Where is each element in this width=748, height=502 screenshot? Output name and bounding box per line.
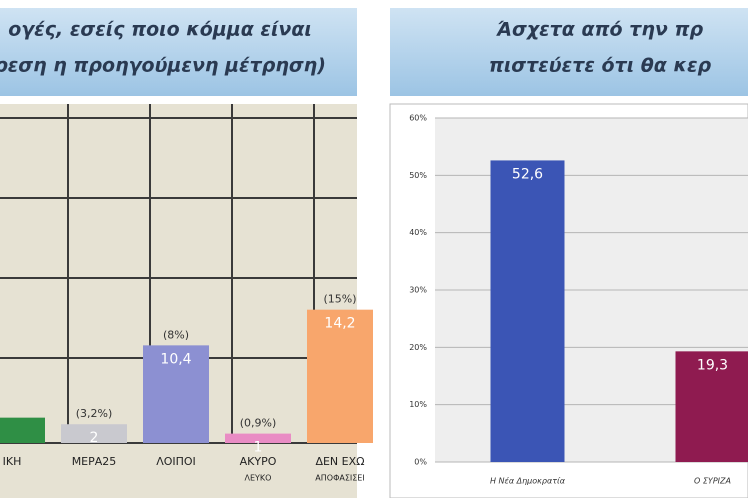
previous-label: (0,9%) <box>240 417 277 430</box>
bar <box>491 160 565 462</box>
value-label: 2 <box>90 430 99 446</box>
previous-label: (8%) <box>163 328 189 341</box>
bar <box>0 418 45 443</box>
previous-label: (3,2%) <box>76 407 113 420</box>
y-tick-label: 20% <box>409 343 427 352</box>
x-tick-label: ΔΕΝ ΕΧΩ <box>315 455 364 468</box>
x-tick-label: Η Νέα Δημοκρατία <box>490 476 566 486</box>
chart-title: πιστεύετε ότι θα κερ <box>489 55 712 77</box>
y-tick-label: 60% <box>409 114 427 123</box>
chart-title: ογές, εσείς ποιο κόμμα είναι <box>8 19 312 41</box>
x-tick-label: ΑΚΥΡΟ <box>240 455 277 468</box>
x-tick-label: Ο ΣΥΡΙΖΑ <box>694 477 731 486</box>
y-tick-label: 30% <box>409 286 427 295</box>
value-label: 14,2 <box>324 316 355 332</box>
y-tick-label: 0% <box>414 458 427 467</box>
x-tick-label: ΜΕΡΑ25 <box>72 455 117 468</box>
x-tick-label: ΛΕΥΚΟ <box>245 474 272 483</box>
previous-label: (15%) <box>323 293 356 306</box>
x-tick-label: ΙΚΗ <box>3 455 22 468</box>
chart-title: ρεση η προηγούμενη μέτρηση) <box>0 55 326 77</box>
y-tick-label: 40% <box>409 228 427 237</box>
value-label: 10,4 <box>160 351 191 367</box>
value-label: 52,6 <box>512 166 543 182</box>
value-label: 19,3 <box>697 357 728 373</box>
x-tick-label: ΑΠΟΦΑΣΙΣΕΙ <box>315 474 364 483</box>
value-label: 1 <box>254 440 263 456</box>
chart-title: Άσχετα από την πρ <box>496 19 704 41</box>
y-tick-label: 10% <box>409 400 427 409</box>
x-tick-label: ΛΟΙΠΟΙ <box>156 455 196 468</box>
y-tick-label: 50% <box>409 171 427 180</box>
